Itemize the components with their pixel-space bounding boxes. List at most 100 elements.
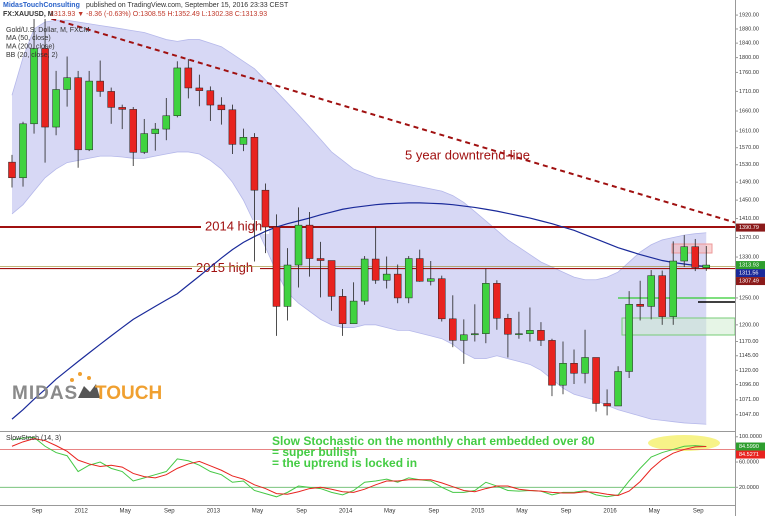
candle-body	[515, 333, 523, 335]
y-tick-label: 1490.00	[739, 180, 759, 186]
price-tag-bg	[736, 261, 765, 270]
candle-body	[658, 275, 666, 317]
candle-body	[581, 357, 589, 374]
candle-body	[217, 104, 226, 111]
candle-body	[41, 48, 49, 128]
y-tick-label: 100.0000	[739, 434, 762, 440]
x-tick-label: May	[516, 509, 527, 515]
trendline	[33, 12, 762, 232]
y-tick-label: 1840.00	[739, 41, 759, 47]
candle-body	[107, 91, 115, 108]
trendline-label: 5 year downtrend-line	[405, 147, 530, 162]
candle-body	[206, 90, 215, 106]
candle-body	[438, 278, 446, 320]
candle-body	[283, 264, 292, 307]
candle-body	[129, 109, 137, 153]
pane-title: Gold/U.S. Dollar, M, FXCM	[6, 27, 90, 34]
candle-body	[603, 403, 611, 407]
y-tick-label: 1120.00	[739, 368, 758, 374]
candle-body	[74, 77, 82, 151]
candle-body	[360, 258, 369, 302]
candle-body	[195, 87, 204, 91]
hline-label-bg	[201, 220, 269, 235]
y-tick-label: 1450.00	[739, 198, 759, 204]
candle-body	[570, 363, 578, 374]
candle-body	[8, 161, 16, 179]
bb-fill	[12, 20, 707, 425]
candle-body	[96, 80, 104, 92]
candle-body	[305, 224, 314, 259]
candle-body	[294, 224, 303, 266]
y-tick-label: 1330.00	[739, 254, 759, 260]
y-tick-label: 1410.00	[739, 216, 759, 222]
header-bg	[0, 0, 470, 19]
candle-body	[19, 123, 27, 179]
candle-body	[63, 77, 71, 90]
candle-body	[404, 258, 413, 299]
logo-star	[70, 378, 74, 382]
y-tick-label: 1570.00	[739, 145, 759, 151]
symbol: FX:XAUUSD, M	[3, 11, 54, 18]
y-tick-label: 1047.00	[739, 412, 759, 418]
price-tag: 1313.93	[739, 263, 759, 269]
annotation: = the uptrend is locked in	[272, 456, 417, 470]
candle-body	[316, 258, 325, 261]
price-tag: 1390.79	[739, 225, 759, 231]
candle-body	[526, 330, 534, 334]
price-tag-bg	[736, 450, 765, 459]
candle-body	[482, 283, 490, 334]
logo-touch: TOUCH	[95, 383, 162, 404]
legend-entry: MA (200, close)	[6, 43, 55, 50]
x-tick-label: 2015	[471, 509, 485, 515]
x-tick-label: May	[120, 509, 131, 515]
annotation: Slow Stochastic on the monthly chart emb…	[272, 434, 595, 448]
y-tick-label: 1096.00	[739, 382, 759, 388]
logo-star	[78, 372, 82, 376]
candle-body	[371, 258, 380, 281]
highlight	[648, 435, 720, 451]
candle-body	[30, 48, 38, 125]
y-tick-label: 1660.00	[739, 108, 759, 114]
logo: MIDAS TOUCH	[12, 372, 162, 404]
candle-body	[327, 260, 336, 297]
candle-body	[338, 296, 347, 324]
x-tick-label: May	[384, 509, 395, 515]
y-tick-label: 1071.00	[739, 397, 759, 403]
y-tick-label: 1760.00	[739, 70, 759, 76]
candle-body	[471, 333, 479, 336]
pane-title: SlowStoch (14, 3)	[6, 435, 61, 442]
candle-body	[228, 109, 237, 145]
candle-body	[151, 128, 160, 134]
candle-body	[427, 278, 435, 282]
candle-body	[504, 318, 512, 335]
y-tick-label: 1530.00	[739, 162, 759, 168]
y-tick-label: 1170.00	[739, 339, 758, 345]
x-tick-label: 2016	[603, 509, 617, 515]
logo-star	[87, 376, 91, 380]
zone-green	[621, 317, 736, 336]
x-tick-label: Sep	[296, 509, 307, 515]
candle-body	[272, 226, 281, 307]
candle-body	[162, 115, 171, 130]
candle-body	[85, 80, 93, 151]
x-tick-label: 2013	[207, 509, 221, 515]
logo-bull	[78, 384, 100, 398]
hline-label: 2015 high	[196, 260, 253, 275]
axis-bg	[736, 0, 765, 431]
candle-body	[592, 357, 600, 404]
candle-body	[250, 137, 259, 191]
x-tick-label: 2014	[339, 509, 353, 515]
legend-entry: BB (20, close, 2)	[6, 52, 58, 59]
candle-body	[548, 340, 556, 386]
bb-upper	[11, 19, 707, 281]
candle-body	[636, 304, 644, 307]
y-tick-label: 60.0000	[739, 460, 759, 466]
y-tick-label: 1920.00	[739, 13, 759, 19]
x-tick-label: May	[649, 509, 660, 515]
y-tick-label: 20.0000	[739, 485, 759, 491]
candle-body	[239, 137, 248, 145]
candle-body	[173, 67, 182, 117]
candle-body	[493, 283, 501, 319]
y-tick-label: 1370.00	[739, 235, 759, 241]
y-tick-label: 1880.00	[739, 26, 759, 32]
